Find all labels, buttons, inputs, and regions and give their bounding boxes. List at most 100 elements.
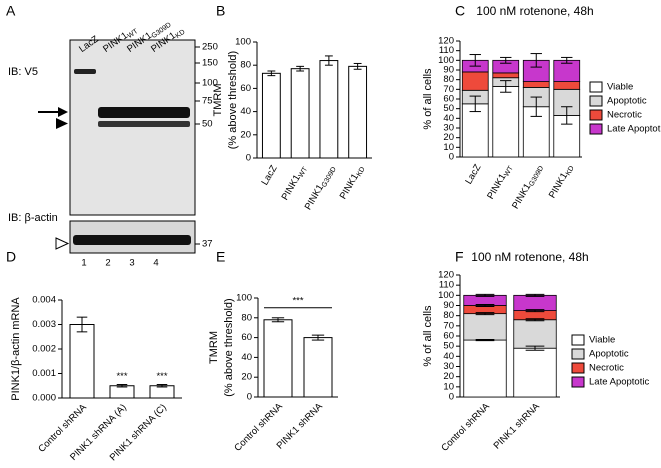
legend-label: Necrotic — [589, 363, 624, 374]
x-tick-label: Control shRNA — [439, 401, 492, 454]
bar-segment — [461, 103, 489, 158]
legend-swatch — [571, 362, 585, 374]
bar — [348, 65, 368, 159]
bar-segment — [553, 81, 581, 90]
legend-swatch — [571, 376, 585, 388]
x-tick-label: PINK1 shRNA — [492, 401, 543, 452]
panel-letter: A — [6, 3, 16, 19]
y-axis-label: (% above threshold) — [227, 51, 239, 149]
y-tick-label: 70 — [443, 320, 454, 331]
legend-label: Apoptotic — [607, 96, 647, 107]
bar-segment — [463, 339, 507, 398]
arrow — [58, 107, 68, 117]
x-tick-label: LacZ — [259, 163, 279, 187]
error-bar — [469, 54, 481, 67]
blot-panel: A IB: V5 IB: β-actin — [6, 3, 196, 254]
legend-label: Apoptotic — [589, 349, 629, 360]
panel-letter: E — [216, 249, 225, 265]
error-bar — [116, 384, 128, 388]
x-tick-label: PINK1G309D — [510, 162, 546, 211]
y-tick-label: 60 — [241, 332, 252, 343]
y-tick-label: 40 — [443, 113, 454, 124]
bar — [149, 385, 175, 399]
error-bar — [296, 65, 305, 72]
y-tick-label: 120 — [438, 270, 454, 281]
legend-label: Necrotic — [607, 110, 642, 121]
error-bar — [469, 95, 481, 113]
legend-label: Viable — [589, 335, 615, 346]
lane-number: 2 — [105, 258, 110, 269]
probe-label: IB: β-actin — [8, 212, 58, 224]
y-tick-label: 80 — [443, 74, 454, 85]
x-tick-label: PINK1WT — [485, 162, 516, 202]
error-bar — [475, 339, 495, 342]
y-tick-label: 20 — [240, 129, 251, 140]
error-bar — [267, 70, 276, 77]
marker-label: 150 — [202, 58, 218, 69]
legend-label: Late Apoptotic — [607, 124, 661, 135]
y-tick-label: 0.002 — [32, 344, 56, 355]
y-tick-label: 0.001 — [32, 368, 56, 379]
x-tick-label-subscript: WT — [298, 166, 310, 180]
y-tick-label: 20 — [443, 371, 454, 382]
error-bar — [500, 80, 512, 93]
bar — [261, 72, 281, 159]
bar — [69, 324, 95, 399]
y-tick-label: 80 — [443, 310, 454, 321]
y-tick-label: 0 — [449, 152, 454, 163]
error-bar — [76, 316, 88, 333]
gel — [69, 39, 196, 216]
y-tick-label: 110 — [439, 45, 454, 56]
x-tick-label-subscript: G309D — [321, 166, 338, 189]
bar-segment — [463, 294, 507, 306]
y-tick-label: 40 — [443, 351, 454, 362]
lane-label-subscript: KD — [175, 29, 187, 40]
x-tick-label-base: LacZ — [463, 162, 483, 186]
error-bar — [475, 312, 495, 316]
significance: *** — [156, 371, 167, 382]
legend-swatch — [571, 348, 585, 360]
lane-number: 3 — [129, 258, 134, 269]
y-tick-label: 50 — [443, 341, 454, 352]
panel-letter: C — [455, 3, 465, 19]
band — [98, 121, 190, 127]
y-tick-label: 40 — [241, 352, 252, 363]
panel-letter: F — [455, 249, 464, 265]
x-tick-label: PINK1WT — [279, 163, 310, 203]
open-arrowhead — [55, 237, 70, 250]
x-tick-label-subscript: KD — [356, 166, 367, 178]
y-axis-label: % of all cells — [422, 305, 434, 367]
y-tick-label: 40 — [240, 106, 251, 117]
band — [74, 69, 96, 74]
error-bar — [353, 62, 362, 70]
bar-segment — [513, 347, 557, 398]
x-tick-label-subscript: G309D — [528, 165, 545, 188]
chart-title: 100 nM rotenone, 48h — [471, 250, 588, 264]
error-bar — [271, 317, 285, 323]
y-tick-label: 0.000 — [32, 393, 56, 404]
lane-number: 1 — [81, 258, 86, 269]
y-tick-label: 0 — [449, 392, 454, 403]
bar-segment — [492, 72, 520, 79]
y-tick-label: 30 — [443, 123, 454, 134]
y-tick-label: 0 — [246, 153, 251, 164]
y-tick-label: 10 — [443, 142, 454, 153]
y-tick-label: 20 — [241, 372, 252, 383]
band — [98, 107, 190, 118]
y-tick-label: 90 — [443, 65, 454, 76]
y-tick-label: 90 — [443, 300, 454, 311]
error-bar — [324, 55, 333, 66]
x-tick-label-subscript: KD — [565, 165, 576, 177]
legend-swatch — [589, 123, 603, 135]
marker-label: 75 — [202, 96, 213, 107]
panel-letter: B — [216, 3, 225, 19]
probe-label: IB: V5 — [8, 66, 38, 78]
panel-letter: D — [6, 249, 16, 265]
y-tick-label: 80 — [241, 312, 252, 323]
error-bar — [561, 106, 573, 125]
legend-swatch — [571, 334, 585, 346]
bar — [319, 60, 339, 159]
legend-label: Viable — [607, 82, 633, 93]
marker-label: 50 — [202, 119, 213, 130]
